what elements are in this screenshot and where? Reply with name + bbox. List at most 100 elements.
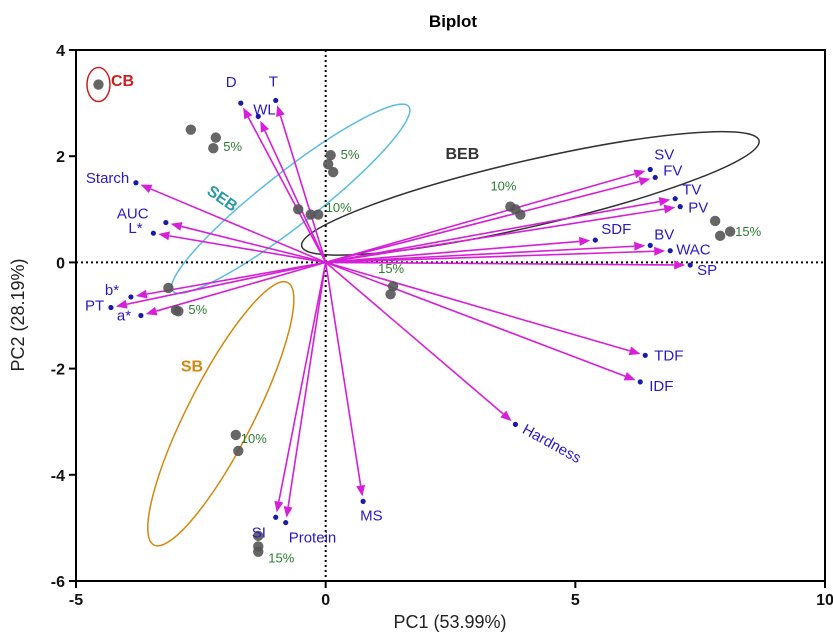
- x-tick-label: 5: [571, 592, 580, 609]
- percent-label-seb: 10%: [326, 200, 352, 215]
- y-axis-label: PC2 (28.19%): [8, 258, 28, 371]
- group-ellipse-sb: [147, 280, 295, 547]
- score-point-seb: [387, 281, 399, 292]
- percent-label-seb: 5%: [223, 139, 242, 154]
- loading-arrowhead-si: [274, 500, 284, 513]
- loading-arrow-b: [146, 261, 326, 295]
- variable-label-l: L*: [128, 220, 142, 237]
- loading-arrowhead-a: [145, 306, 158, 316]
- loading-arrowhead-ms: [356, 484, 366, 497]
- axes: -5 0 5 10 -6 -4 -2 0 2 4: [51, 43, 833, 609]
- loading-arrowhead-protein: [283, 506, 293, 518]
- score-point-seb: [208, 143, 219, 154]
- variable-label-sp: SP: [697, 262, 717, 279]
- loading-arrowhead-idf: [623, 371, 636, 381]
- score-point-sb: [253, 530, 264, 542]
- variable-label-wac: WAC: [676, 242, 711, 259]
- score-points: [93, 79, 736, 557]
- loading-point-hardness: [512, 421, 519, 427]
- loading-arrow-fv: [325, 180, 640, 264]
- group-label-cb: CB: [111, 73, 134, 90]
- variable-label-d: D: [226, 74, 237, 91]
- loading-arrowhead-sdf: [578, 236, 591, 246]
- loading-arrowhead-fv: [638, 177, 651, 186]
- variable-label-hardness: Hardness: [519, 421, 583, 467]
- score-point-sb: [173, 306, 184, 317]
- y-tick-label: -6: [51, 574, 65, 591]
- loading-arrow-sdf: [325, 240, 580, 264]
- loading-point-tdf: [642, 352, 648, 358]
- loading-point-wac: [667, 248, 673, 254]
- variable-label-protein: Protein: [289, 530, 337, 547]
- loading-arrowhead-b: [135, 289, 148, 299]
- loading-point-bv: [647, 242, 653, 249]
- group-label-beb: BEB: [446, 146, 480, 163]
- loading-arrow-sv: [325, 173, 636, 264]
- loading-point-si: [273, 514, 279, 520]
- y-tick-label: 0: [56, 255, 65, 272]
- loading-arrow-hardness: [325, 261, 504, 415]
- variable-label-t: T: [269, 73, 278, 90]
- loading-arrowhead-pt: [115, 299, 128, 309]
- variable-label-ms: MS: [360, 507, 383, 524]
- variable-label-pv: PV: [688, 200, 708, 217]
- loading-arrows: [108, 97, 693, 526]
- loading-point-wl: [255, 113, 261, 119]
- variable-label-sv: SV: [654, 146, 674, 163]
- loading-point-tv: [672, 196, 678, 202]
- score-point-sb: [233, 445, 244, 457]
- variable-label-starch: Starch: [86, 170, 129, 187]
- score-point-beb: [325, 149, 336, 161]
- variable-label-tv: TV: [682, 182, 701, 199]
- variable-label-tdf: TDF: [654, 347, 683, 364]
- percent-label-sb: 10%: [241, 431, 267, 446]
- variable-label-b: b*: [105, 282, 119, 299]
- score-point-beb: [322, 158, 334, 170]
- loading-arrowhead-hardness: [500, 410, 512, 422]
- variable-label-a: a*: [117, 308, 131, 325]
- percent-label-beb: 5%: [341, 147, 360, 162]
- percent-label-beb: 10%: [490, 179, 516, 194]
- axis-ticks: -5 0 5 10 -6 -4 -2 0 2 4: [51, 43, 833, 609]
- loading-arrow-t: [279, 115, 327, 263]
- loading-arrow-sp: [325, 261, 675, 266]
- loading-arrow-wac: [325, 250, 655, 264]
- loading-arrowhead-d: [243, 107, 253, 120]
- loading-point-d: [238, 100, 244, 106]
- loading-arrow-idf: [325, 261, 626, 377]
- score-point-sb: [230, 429, 241, 441]
- loading-arrow-bv: [325, 245, 635, 264]
- loading-arrow-protein: [287, 262, 327, 507]
- loading-point-b: [128, 294, 134, 300]
- loading-arrowhead-starch: [140, 184, 153, 194]
- percent-label-beb: 15%: [735, 224, 761, 239]
- loading-arrow-a: [156, 261, 326, 312]
- loading-arrow-d: [247, 116, 327, 263]
- variable-label-wl: WL: [253, 101, 275, 118]
- variable-label-sdf: SDF: [601, 221, 631, 238]
- loading-point-auc: [163, 219, 169, 226]
- loading-arrow-auc: [181, 225, 326, 264]
- loading-arrowhead-tv: [658, 197, 671, 206]
- score-point-beb: [714, 230, 726, 242]
- loading-arrowhead-pv: [663, 204, 676, 214]
- score-point-beb: [709, 215, 721, 227]
- loading-arrowhead-tdf: [628, 346, 641, 356]
- score-point-seb: [185, 124, 197, 135]
- loading-point-l: [150, 230, 156, 236]
- variable-label-si: SI: [252, 524, 266, 541]
- group-ellipse-cb: [86, 66, 111, 103]
- x-axis-label: PC1 (53.99%): [393, 612, 506, 632]
- loading-arrow-pv: [325, 208, 665, 264]
- variable-label-fv: FV: [663, 162, 682, 179]
- loading-arrow-tv: [325, 200, 660, 264]
- loading-point-pv: [677, 204, 683, 210]
- score-point-seb: [293, 204, 304, 215]
- score-point-seb: [385, 289, 396, 300]
- variable-label-bv: BV: [654, 226, 674, 243]
- score-point-beb: [515, 209, 526, 220]
- score-point-sb: [163, 282, 174, 294]
- chart-title: Biplot: [429, 12, 477, 31]
